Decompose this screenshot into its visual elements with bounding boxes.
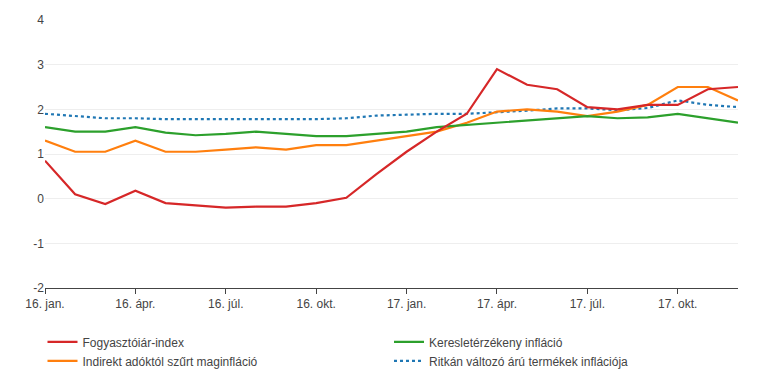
- svg-text:Indirekt adóktól szűrt maginfl: Indirekt adóktól szűrt maginfláció: [83, 355, 258, 369]
- svg-text:17. ápr.: 17. ápr.: [477, 297, 517, 311]
- svg-text:Fogyasztóiár-index: Fogyasztóiár-index: [83, 336, 184, 350]
- svg-text:17. júl.: 17. júl.: [570, 297, 605, 311]
- svg-text:16. júl.: 16. júl.: [208, 297, 243, 311]
- svg-text:17. jan.: 17. jan.: [387, 297, 426, 311]
- svg-text:4: 4: [37, 13, 44, 27]
- svg-text:Keresletérzékeny infláció: Keresletérzékeny infláció: [429, 336, 563, 350]
- svg-text:-1: -1: [33, 237, 44, 251]
- svg-text:16. jan.: 16. jan.: [25, 297, 64, 311]
- svg-text:3: 3: [37, 58, 44, 72]
- svg-text:16. ápr.: 16. ápr.: [115, 297, 155, 311]
- svg-text:0: 0: [37, 192, 44, 206]
- svg-text:16. okt.: 16. okt.: [296, 297, 335, 311]
- svg-text:17. okt.: 17. okt.: [658, 297, 697, 311]
- svg-text:2: 2: [37, 103, 44, 117]
- svg-text:-2: -2: [33, 281, 44, 295]
- svg-text:1: 1: [37, 147, 44, 161]
- svg-text:Ritkán változó árú termékek in: Ritkán változó árú termékek inflációja: [429, 355, 628, 369]
